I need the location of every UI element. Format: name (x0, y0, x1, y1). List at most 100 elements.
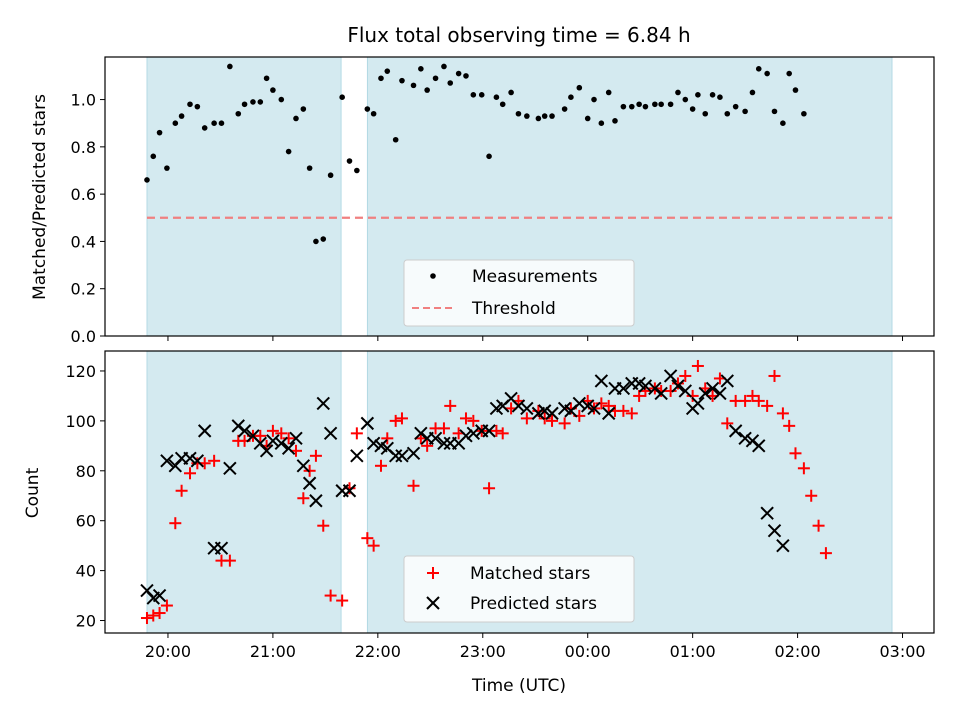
measurement-point (658, 101, 664, 108)
top-panel: 0.0 0.2 0.4 0.6 0.8 1.0 Matched/Predicted sta… (30, 56, 935, 346)
predicted-stars-point (520, 401, 534, 416)
matched-stars-point (317, 519, 330, 532)
measurement-point (598, 120, 605, 127)
matched-stars-point (324, 589, 337, 602)
measurement-point (300, 106, 307, 112)
measurement-point (470, 92, 477, 98)
matched-stars-point (721, 417, 734, 430)
legend-label-matched-stars: Matched stars (470, 564, 590, 584)
y-tick-label: 0.6 (71, 185, 96, 204)
predicted-stars-point (616, 381, 631, 396)
measurement-point (327, 172, 334, 179)
chart-title: Flux total observing time = 6.84 h (347, 23, 690, 47)
predicted-stars-point (705, 381, 720, 396)
predicted-stars-point (259, 444, 274, 458)
measurement-point (499, 101, 506, 108)
matched-stars-point (140, 612, 153, 625)
matched-stars-point (617, 404, 630, 417)
y-tick-label: 0.0 (71, 327, 96, 346)
y-tick-label: 120 (65, 362, 96, 381)
measurement-point (399, 77, 405, 84)
predicted-stars-point (323, 426, 338, 441)
matched-stars-point (175, 484, 188, 497)
measurement-point (194, 103, 201, 110)
x-tick-label: 22:00 (355, 642, 401, 661)
bottom-panel: 20 40 60 80 100 120 20:00 21:00 22:00 23:00 00:00… (23, 350, 935, 696)
predicted-stars-point (281, 441, 296, 456)
observing-window-shade (146, 350, 342, 634)
measurement-point (227, 63, 233, 70)
measurement-point (764, 70, 770, 77)
matched-stars-point (789, 447, 802, 460)
matched-stars-point (490, 424, 503, 437)
predicted-stars-point (738, 431, 752, 446)
matched-stars-point (208, 454, 221, 467)
measurement-point (441, 63, 447, 70)
predicted-stars-point (437, 436, 451, 451)
x-axis-label: Time (UTC) (471, 676, 566, 696)
predicted-stars-point (720, 374, 734, 388)
measurement-point (320, 236, 327, 242)
y-tick-label: 0.2 (71, 280, 96, 299)
measurement-point (709, 92, 716, 98)
matched-stars-point (282, 432, 295, 445)
x-tick-label: 00:00 (565, 642, 611, 661)
measurement-point (270, 87, 276, 93)
matched-stars-point (381, 432, 394, 445)
matched-stars-point (686, 389, 699, 402)
measurement-point (591, 96, 597, 103)
x-tick-label: 03:00 (879, 642, 925, 661)
measurement-point (156, 129, 163, 136)
measurement-point (293, 115, 299, 122)
measurement-point (250, 99, 256, 105)
measurement-point (561, 106, 568, 112)
matched-stars-point (595, 397, 608, 410)
legend-label-threshold: Threshold (471, 299, 556, 319)
measurement-point (682, 96, 689, 103)
measurement-point (178, 113, 185, 119)
predicted-stars-point (601, 406, 616, 421)
matched-stars-point (147, 609, 160, 622)
predicted-stars-point (342, 484, 357, 498)
matched-stars-point (444, 399, 457, 412)
predicted-stars-point (395, 449, 409, 463)
matched-stars-point (153, 607, 166, 620)
predicted-stars-point (572, 396, 587, 411)
measurement-point (235, 110, 242, 117)
matched-stars-point (421, 439, 434, 452)
matched-stars-point (776, 407, 789, 420)
measurement-point (642, 103, 649, 110)
predicted-stars-point (663, 369, 678, 383)
predicted-stars-point (466, 426, 481, 441)
matched-stars-point (797, 462, 810, 475)
matched-stars-point (459, 412, 472, 425)
predicted-stars-point (190, 454, 205, 468)
measurement-point (278, 96, 285, 103)
predicted-stars-point (266, 434, 280, 448)
matched-stars-point (805, 489, 818, 502)
predicted-stars-point (767, 523, 782, 538)
matched-stars-point (679, 369, 692, 382)
predicted-stars-point (587, 401, 601, 416)
legend-label-predicted-stars: Predicted stars (470, 594, 597, 614)
predicted-stars-point (406, 446, 421, 461)
legend-label-measurements: Measurements (472, 267, 598, 287)
matched-stars-point (819, 547, 832, 560)
measurement-point (447, 80, 454, 86)
measurement-point (306, 165, 313, 171)
measurement-point (535, 115, 542, 122)
measurement-point (524, 113, 530, 119)
matched-stars-point (275, 427, 288, 440)
measurement-point (218, 120, 225, 127)
measurement-point (378, 75, 384, 82)
measurement-point (717, 94, 723, 100)
measurement-point (354, 167, 360, 174)
measurement-point (749, 89, 756, 96)
matched-stars-point (389, 414, 402, 427)
predicted-stars-point (316, 396, 330, 411)
matched-stars-point (783, 419, 796, 432)
matched-stars-point (664, 384, 677, 397)
y-tick-label: 0.8 (71, 138, 96, 157)
measurement-point (675, 89, 681, 96)
